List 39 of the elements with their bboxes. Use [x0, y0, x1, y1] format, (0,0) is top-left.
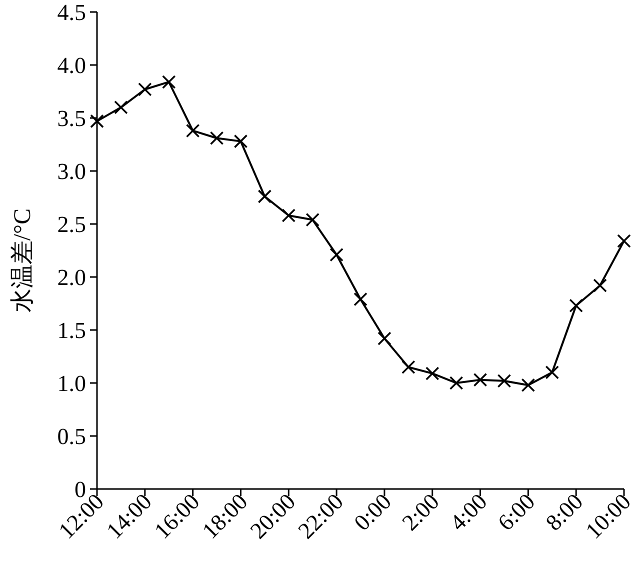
y-tick-label: 4.0 [57, 53, 86, 78]
y-tick-label: 2.5 [57, 212, 86, 237]
x-tick-label: 4:00 [445, 488, 492, 536]
y-tick-label: 3.5 [57, 106, 86, 131]
point [114, 100, 128, 114]
y-tick-label: 2.0 [57, 265, 86, 290]
point [497, 374, 512, 388]
point [258, 190, 272, 204]
point [593, 278, 607, 292]
point [545, 366, 560, 380]
y-tick-label: 1.0 [57, 371, 86, 396]
y-tick-label: 0 [74, 477, 86, 502]
y-tick-label: 4.5 [57, 0, 86, 25]
point [473, 372, 488, 387]
y-tick-label: 1.5 [57, 318, 86, 343]
point [162, 75, 176, 89]
point [402, 360, 416, 374]
y-tick-label: 0.5 [57, 424, 86, 449]
point [569, 298, 583, 313]
y-tick-label: 3.0 [57, 159, 86, 184]
x-tick-label: 6:00 [493, 488, 540, 536]
point [234, 134, 248, 148]
point [521, 378, 536, 392]
x-tick-label: 0:00 [349, 488, 396, 536]
x-tick-label: 8:00 [541, 488, 588, 536]
y-axis-title: 水温差/°C [10, 208, 36, 313]
point [210, 131, 224, 146]
point [186, 124, 200, 138]
point [378, 332, 392, 346]
point [617, 234, 631, 248]
point [90, 114, 104, 128]
point [449, 376, 464, 390]
point [138, 82, 152, 96]
point [282, 208, 296, 222]
point [425, 366, 440, 380]
point [330, 248, 344, 262]
x-tick-label: 2:00 [397, 488, 444, 536]
point [354, 292, 368, 306]
point [306, 212, 320, 227]
